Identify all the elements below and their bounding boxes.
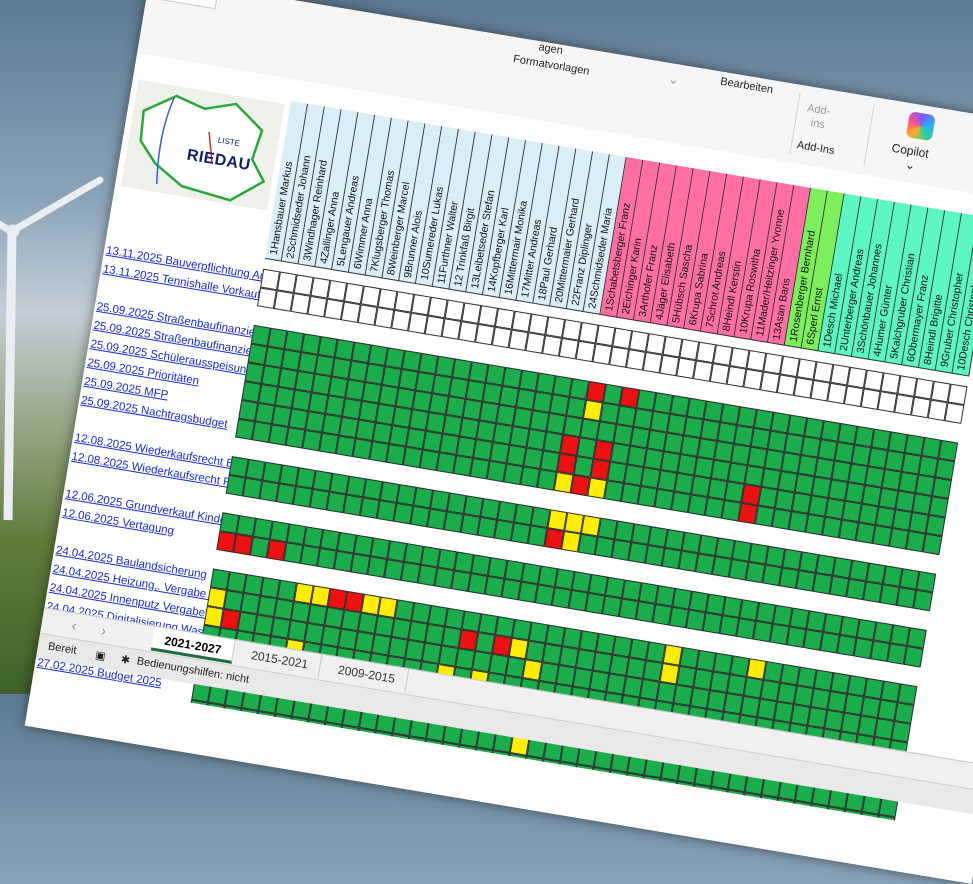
map-outline-icon <box>139 94 266 202</box>
chevron-down-icon[interactable]: ⌄ <box>666 70 681 88</box>
vote-cell[interactable] <box>489 750 510 772</box>
vote-grid[interactable]: LISTE RIEDAU 1Hansbauer Markus 2Schmidsed… <box>32 74 973 835</box>
vote-cell[interactable] <box>674 780 695 803</box>
vote-cell[interactable] <box>221 705 242 727</box>
vote-cell[interactable] <box>791 800 812 823</box>
vote-cell[interactable] <box>590 766 611 789</box>
vote-cell[interactable] <box>922 533 943 556</box>
name-box[interactable]: fx <box>154 0 219 10</box>
accessibility-icon[interactable]: ✱ <box>119 653 131 667</box>
vote-cell[interactable] <box>707 786 728 809</box>
vote-cell[interactable] <box>439 741 460 764</box>
macro-recorder-icon[interactable]: ▣ <box>94 649 107 663</box>
vote-cell[interactable] <box>188 699 208 722</box>
tab-scroll-right-icon[interactable]: › <box>100 622 108 639</box>
vote-cell[interactable] <box>825 806 846 828</box>
vote-cell[interactable] <box>204 702 225 725</box>
vote-cell[interactable] <box>288 716 309 739</box>
addins-button-line2[interactable]: ins <box>809 117 826 132</box>
vote-cell[interactable] <box>808 803 829 825</box>
vote-cell[interactable] <box>506 752 527 775</box>
vote-cell[interactable] <box>944 402 965 424</box>
vote-cell[interactable] <box>322 722 343 744</box>
bearbeiten-button[interactable]: Bearbeiten <box>719 75 774 97</box>
vote-cell[interactable] <box>422 738 443 761</box>
vote-cell[interactable] <box>573 764 594 786</box>
vote-cell[interactable] <box>903 645 924 668</box>
vote-cell[interactable] <box>724 789 745 811</box>
vote-cell[interactable] <box>657 778 678 800</box>
vote-cell[interactable] <box>774 797 795 820</box>
vote-cell[interactable] <box>607 769 628 792</box>
vote-cell[interactable] <box>523 755 544 778</box>
addins-group-label: Add-Ins <box>795 139 836 158</box>
vote-cell[interactable] <box>640 775 661 797</box>
vote-cell[interactable] <box>691 783 712 806</box>
vote-cell[interactable] <box>271 713 292 736</box>
vote-cell[interactable] <box>406 736 426 758</box>
addins-button-line1[interactable]: Add- <box>806 102 832 118</box>
spreadsheet-window: fx agen Formatvorlagen ⌄ Bearbeiten Add-… <box>24 0 973 884</box>
status-ready: Bereit <box>47 640 78 658</box>
vote-cell[interactable] <box>473 747 494 769</box>
vote-cell[interactable] <box>858 811 879 834</box>
vote-cell[interactable] <box>389 733 410 755</box>
chevron-down-icon[interactable]: ⌄ <box>904 157 917 173</box>
vote-cell[interactable] <box>355 727 376 750</box>
vote-cell[interactable] <box>758 795 779 817</box>
vote-cell[interactable] <box>540 758 561 781</box>
vote-cell[interactable] <box>556 761 577 783</box>
copilot-icon[interactable] <box>905 111 936 142</box>
vote-cell[interactable] <box>372 730 393 753</box>
vote-cell[interactable] <box>456 744 477 767</box>
vote-cell[interactable] <box>624 772 644 795</box>
vote-cell[interactable] <box>338 724 359 747</box>
motion-link[interactable]: 25.09.2025 Nachtragsbudget <box>80 394 229 431</box>
formatvorlagen-group-label: Formatvorlagen <box>512 53 591 78</box>
vote-cell[interactable] <box>255 710 276 733</box>
riedau-logo: LISTE RIEDAU <box>120 79 285 211</box>
tab-scroll-left-icon[interactable]: ‹ <box>70 617 78 634</box>
vote-cell[interactable] <box>913 589 934 612</box>
vote-cell[interactable] <box>842 809 862 831</box>
vote-cell[interactable] <box>238 708 259 730</box>
vote-cell[interactable] <box>305 719 326 741</box>
vote-cell[interactable] <box>741 792 762 814</box>
vote-cell[interactable] <box>875 814 896 835</box>
